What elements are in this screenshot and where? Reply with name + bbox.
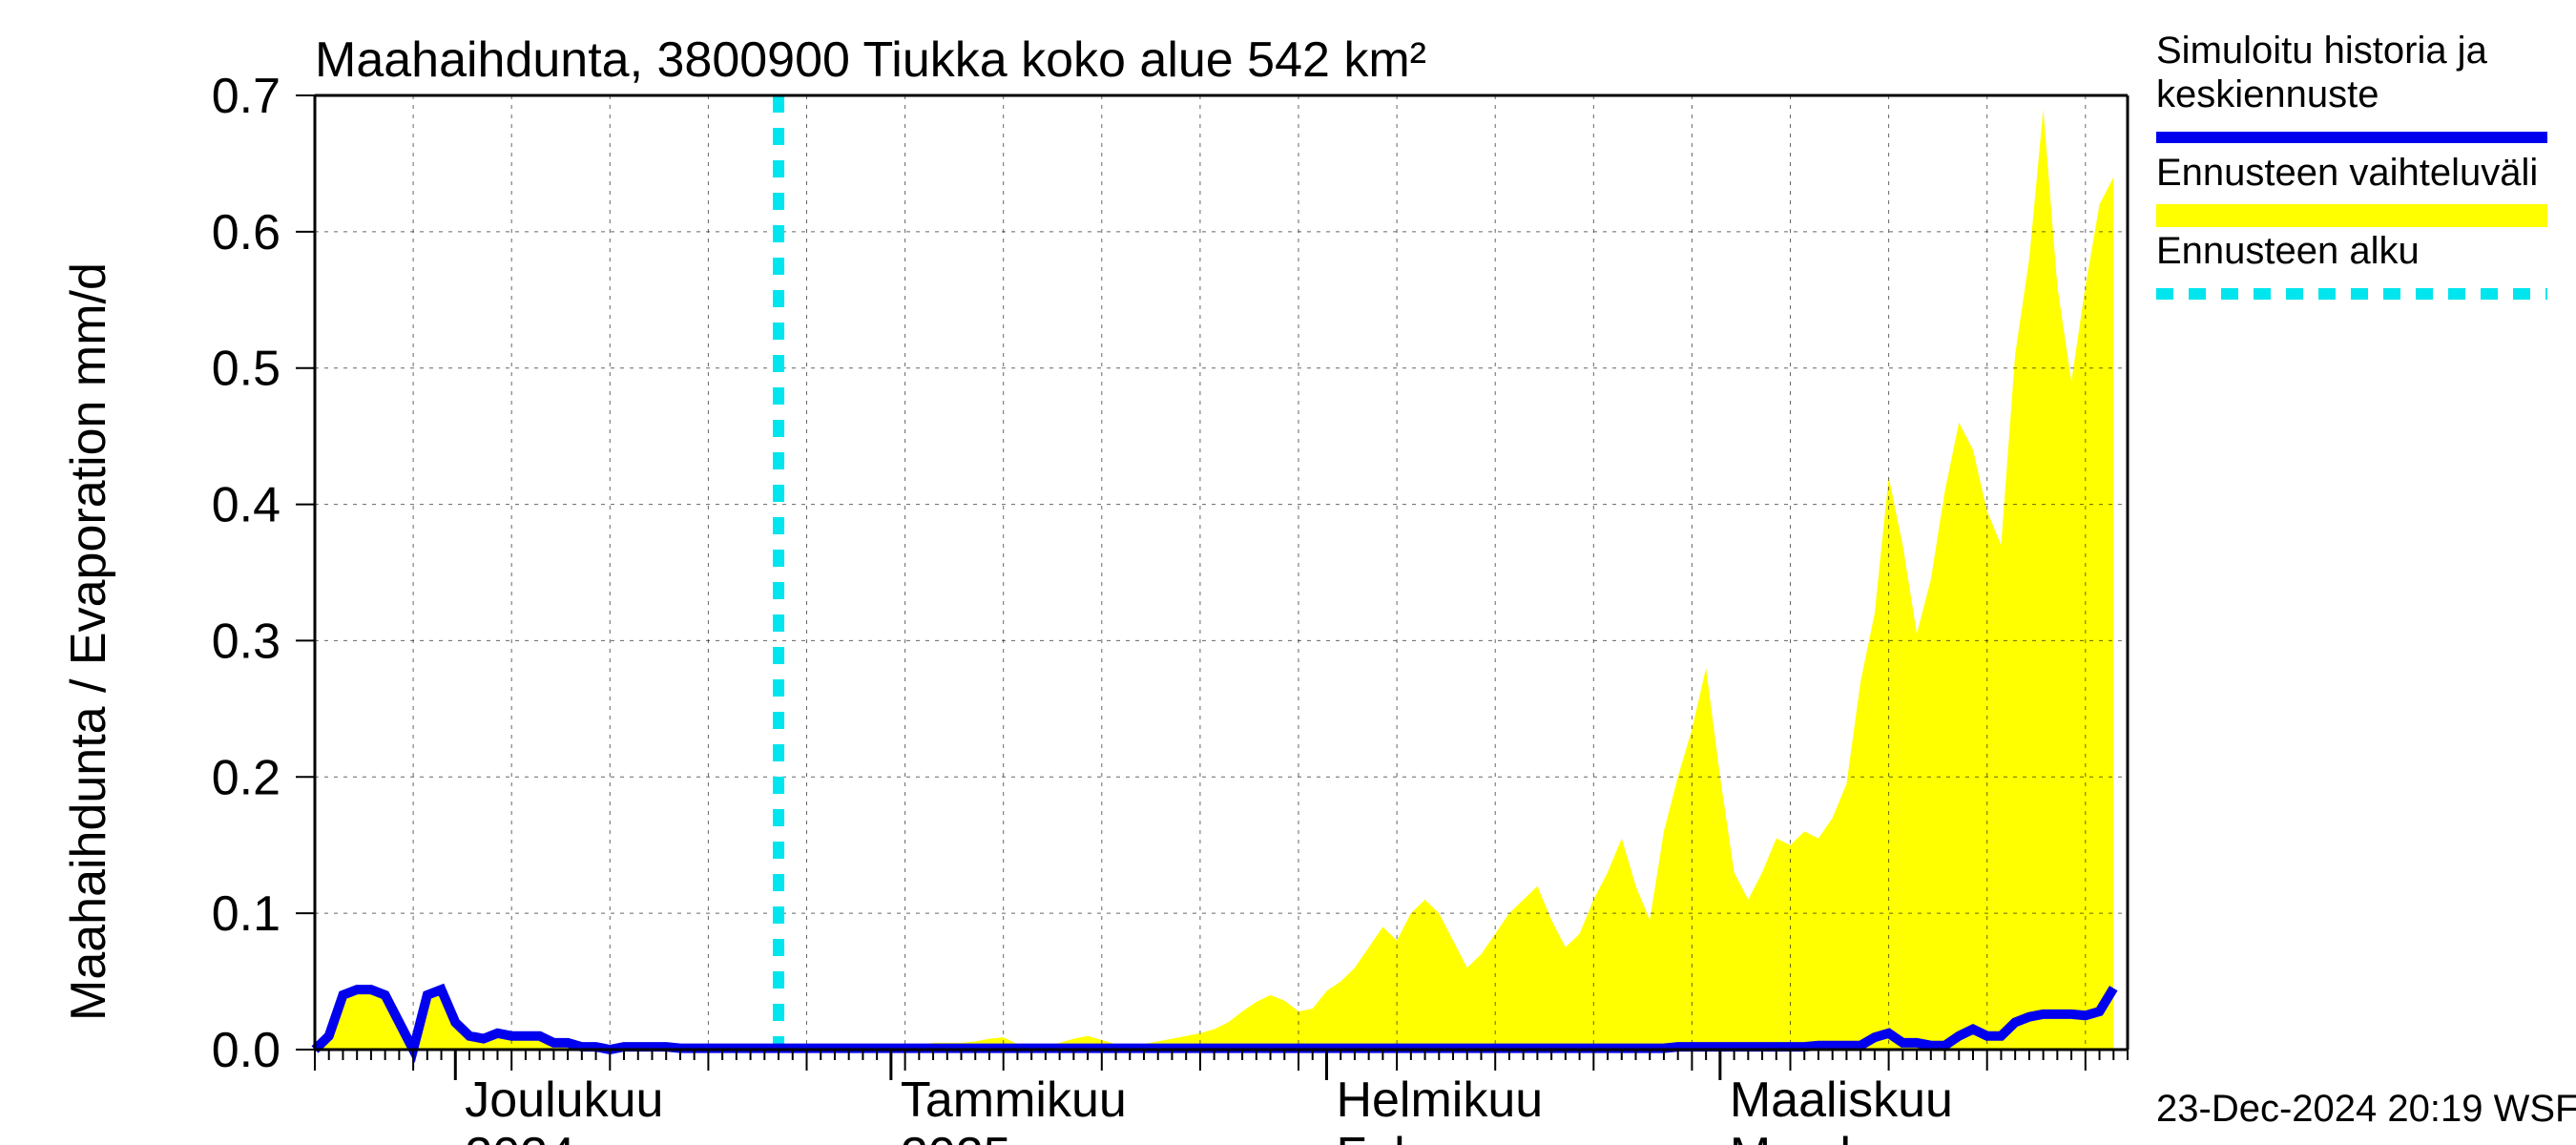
evaporation-forecast-chart: 0.0 0.1 0.2 0.3 0.4 0.5 0.6 0.7 Joulukuu2024 Tamm… (0, 0, 2576, 1145)
chart-svg: 0.0 0.1 0.2 0.3 0.4 0.5 0.6 0.7 Joulukuu2024 Tamm… (0, 0, 2576, 1145)
legend-label: keskiennuste (2156, 73, 2379, 115)
footer-timestamp: 23-Dec-2024 20:19 WSFS-O (2156, 1088, 2576, 1130)
x-month-label: Maaliskuu (1730, 1072, 1953, 1128)
legend-label: Ennusteen alku (2156, 230, 2420, 272)
forecast-range-area (315, 109, 2113, 1050)
y-axis-label: Maahaihdunta / Evaporation mm/d (61, 262, 116, 1021)
ytick-label: 0.7 (212, 69, 280, 124)
x-month-label: Helmikuu (1336, 1072, 1543, 1128)
ytick-label: 0.5 (212, 342, 280, 397)
x-month-sublabel: 2025 (901, 1128, 1011, 1145)
ytick-label: 0.2 (212, 750, 280, 805)
ytick-label: 0.6 (212, 205, 280, 260)
x-month-sublabel: 2024 (465, 1128, 575, 1145)
x-month-sublabel: February (1336, 1128, 1534, 1145)
ytick-label: 0.0 (212, 1023, 280, 1078)
ytick-label: 0.3 (212, 614, 280, 669)
ytick-label: 0.4 (212, 478, 280, 533)
x-month-label: Joulukuu (465, 1072, 663, 1128)
x-month-label: Tammikuu (901, 1072, 1127, 1128)
x-month-sublabel: March (1730, 1128, 1867, 1145)
chart-title: Maahaihdunta, 3800900 Tiukka koko alue 5… (315, 32, 1426, 88)
legend-label: Ennusteen vaihteluväli (2156, 152, 2538, 194)
legend-swatch-fill (2156, 204, 2547, 227)
ytick-label: 0.1 (212, 886, 280, 942)
legend-label: Simuloitu historia ja (2156, 30, 2488, 72)
